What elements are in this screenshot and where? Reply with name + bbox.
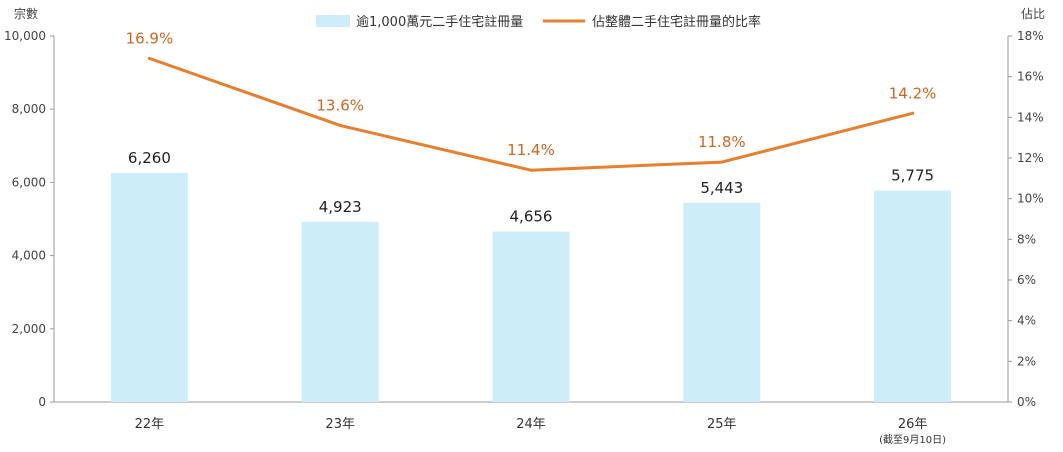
- x-tick-note: (截至9月10日): [879, 433, 946, 446]
- bar-value-label: 4,656: [510, 208, 553, 226]
- y-axis-left-title: 宗數: [14, 6, 38, 21]
- line-point: [338, 123, 342, 127]
- y-tick-label-right: 4%: [1017, 314, 1036, 328]
- y-tick-label-right: 10%: [1017, 192, 1044, 206]
- bar-value-label: 5,443: [700, 179, 743, 197]
- bar: [874, 190, 952, 402]
- y-tick-label-right: 6%: [1017, 273, 1036, 287]
- x-tick-label: 24年: [516, 417, 546, 432]
- line-value-label: 11.8%: [698, 133, 746, 151]
- legend-label-line: 佔整體二手住宅註冊量的比率: [592, 14, 761, 30]
- line-point: [720, 160, 724, 164]
- line-point: [147, 56, 151, 60]
- y-axis-right-title: 佔比: [1021, 7, 1045, 21]
- y-tick-label-right: 8%: [1017, 232, 1036, 246]
- y-tick-label-right: 16%: [1017, 70, 1044, 84]
- line-point: [911, 111, 915, 115]
- line-series: 16.9% 13.6% 11.4% 11.8% 14.2%: [126, 29, 937, 172]
- y-tick-label-right: 2%: [1017, 354, 1036, 368]
- line-value-label: 14.2%: [889, 84, 937, 102]
- bar: [110, 172, 188, 402]
- y-tick-label-right: 18%: [1017, 29, 1044, 43]
- legend: 逾1,000萬元二手住宅註冊量 佔整體二手住宅註冊量的比率: [316, 14, 761, 30]
- x-tick-label: 26年: [898, 417, 928, 432]
- bar-series: 6,260 4,923 4,656 5,443 5,775: [110, 149, 952, 402]
- bar: [301, 221, 379, 402]
- y-tick-label-left: 6,000: [12, 175, 46, 189]
- y-tick-label-left: 4,000: [12, 249, 46, 263]
- bar-value-label: 4,923: [319, 198, 362, 216]
- legend-label-bar: 逾1,000萬元二手住宅註冊量: [356, 15, 523, 30]
- x-tick-label: 22年: [135, 417, 165, 432]
- legend-swatch-bar: [316, 15, 350, 27]
- x-axis-labels: 22年 23年 24年 25年 26年(截至9月10日): [135, 417, 947, 446]
- y-tick-label-right: 14%: [1017, 110, 1044, 124]
- y-axis-right-ticks: 0% 2% 4% 6% 8% 10% 12% 14% 16% 18%: [1008, 29, 1044, 409]
- y-tick-label-right: 12%: [1017, 151, 1044, 165]
- x-tick-label: 23年: [325, 417, 355, 432]
- line-point: [529, 168, 533, 172]
- y-tick-label-left: 2,000: [12, 322, 46, 336]
- y-tick-label-left: 8,000: [12, 102, 46, 116]
- y-tick-label-left: 10,000: [4, 29, 46, 43]
- y-tick-label-right: 0%: [1017, 395, 1036, 409]
- line-value-label: 13.6%: [316, 96, 364, 114]
- y-tick-label-left: 0: [38, 395, 46, 409]
- line-value-label: 16.9%: [126, 29, 174, 47]
- bar: [683, 202, 761, 402]
- x-tick-label: 25年: [707, 417, 737, 432]
- line-value-label: 11.4%: [507, 141, 555, 159]
- bar-value-label: 5,775: [891, 167, 934, 185]
- y-axis-left-ticks: 0 2,000 4,000 6,000 8,000 10,000: [4, 29, 54, 409]
- bar-value-label: 6,260: [128, 149, 171, 167]
- bar: [492, 231, 570, 402]
